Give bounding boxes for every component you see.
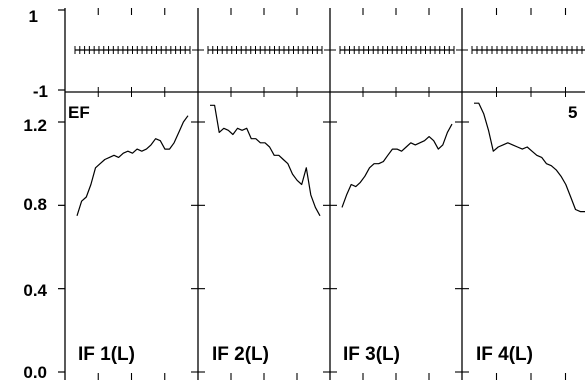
panel-label-1: IF 1(L) xyxy=(78,344,135,365)
series-line-4 xyxy=(474,102,585,213)
series-lines xyxy=(76,102,585,217)
series-line-2 xyxy=(210,104,321,217)
y-tick-label-0-0: 0.0 xyxy=(23,363,47,380)
y-tick-label-0-4: 0.4 xyxy=(23,281,47,300)
strip-tick-label-top: 1 xyxy=(29,7,38,26)
y-tick-label-1-2: 1.2 xyxy=(23,116,47,135)
axis-ticks xyxy=(58,8,567,380)
series-line-3 xyxy=(341,123,453,208)
panel-frames xyxy=(64,8,585,380)
panel-label-4: IF 4(L) xyxy=(476,344,533,365)
y-tick-label-0-8: 0.8 xyxy=(23,195,47,214)
panel-label-3: IF 3(L) xyxy=(343,344,400,365)
top-strip-marks xyxy=(74,46,585,54)
series-line-1 xyxy=(76,115,189,216)
corner-label: EF xyxy=(68,103,90,122)
corner-label-right: 5 xyxy=(568,103,577,122)
panel-label-2: IF 2(L) xyxy=(212,344,269,365)
strip-tick-label-bottom: -1 xyxy=(33,82,48,101)
